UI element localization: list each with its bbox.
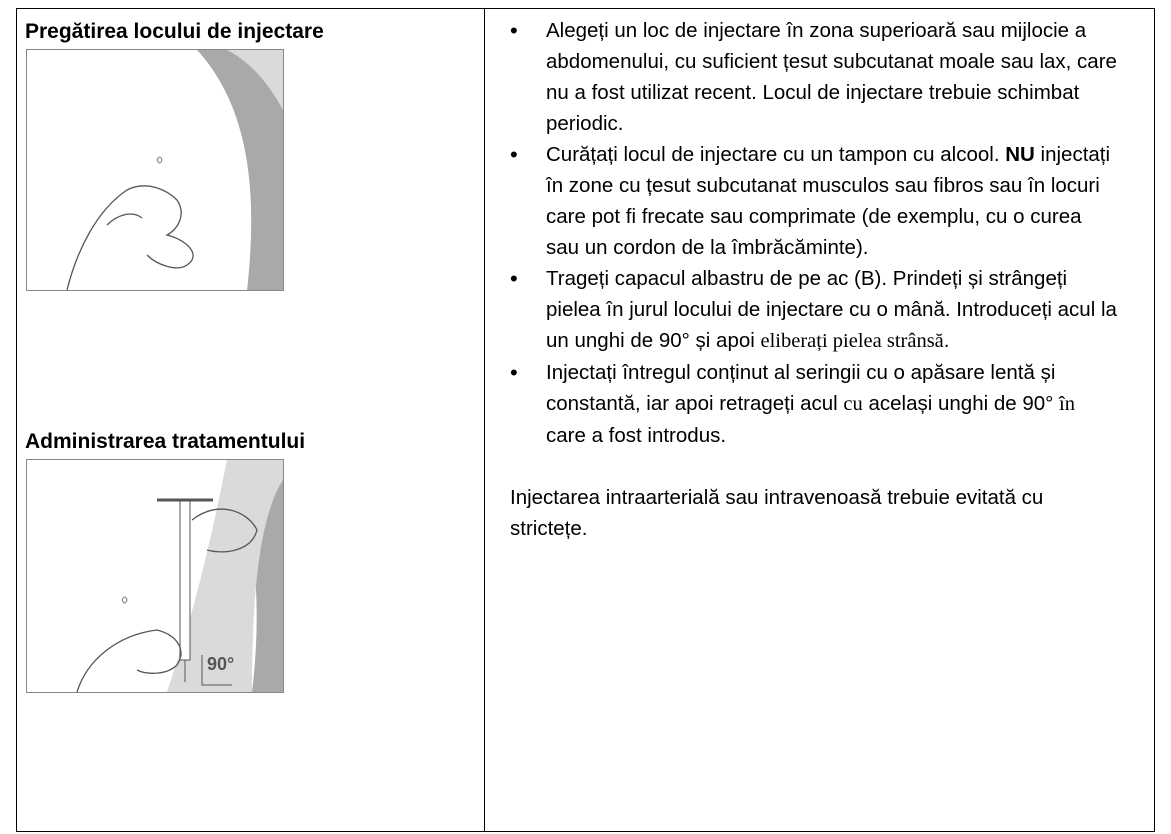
warning-note: Injectarea intraarterială sau intravenoa…	[510, 486, 1044, 540]
instructions: Alegeți un loc de injectare în zona supe…	[510, 15, 1120, 544]
instruction-table: Pregătirea locului de injectare Administ…	[16, 8, 1155, 832]
navel	[121, 596, 128, 604]
illustration-injection: 90°	[26, 459, 284, 693]
bullet-text: cu	[843, 393, 863, 415]
illustration-site	[26, 49, 284, 291]
bullet-text: Trageți capacul albastru de pe ac (B). P…	[546, 267, 1117, 352]
section-heading: Administrarea tratamentului	[25, 430, 306, 453]
bullet-text: Curățați locul de injectare cu un tampon…	[546, 143, 1006, 166]
angle-mark	[201, 655, 232, 686]
bullet-text: .	[943, 329, 950, 352]
bullet-text: același unghi de 90°	[862, 392, 1060, 415]
angle-label: 90°	[207, 654, 234, 674]
bullet-list: Alegeți un loc de injectare în zona supe…	[510, 15, 1120, 451]
body-shadow	[227, 460, 283, 692]
syringe	[179, 499, 191, 661]
navel	[156, 156, 163, 164]
bullet-text: Injectați întregul conținut al seringii …	[546, 361, 1056, 415]
body-shadow	[197, 50, 283, 290]
hand-top	[191, 508, 258, 553]
section-heading: Pregătirea locului de injectare	[25, 20, 324, 43]
bullet-text: care a fost introdus.	[546, 424, 727, 447]
column-divider	[484, 9, 485, 831]
bullet-text: în	[1059, 393, 1075, 415]
bullet: Injectați întregul conținut al seringii …	[510, 357, 1120, 451]
bullet: Trageți capacul albastru de pe ac (B). P…	[510, 263, 1120, 357]
bullet-text: injectați în zone cu țesut subcutanat mu…	[546, 143, 1111, 259]
bullet-text: eliberați pielea strânsă	[760, 330, 944, 352]
bullet: Alegeți un loc de injectare în zona supe…	[510, 15, 1120, 139]
bullet: Curățați locul de injectare cu un tampon…	[510, 139, 1120, 263]
body-shading	[167, 460, 283, 692]
skin	[27, 50, 252, 290]
hand	[66, 185, 194, 290]
hand-bottom	[76, 629, 182, 692]
bullet-text: Alegeți un loc de injectare în zona supe…	[546, 19, 1117, 135]
emphasis: NU	[1005, 143, 1035, 166]
